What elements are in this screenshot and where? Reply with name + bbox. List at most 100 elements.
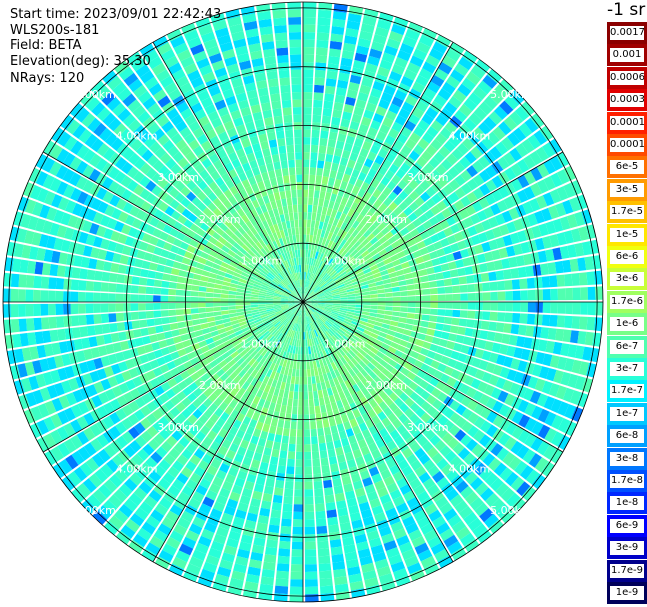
- radar-gate: [318, 198, 325, 207]
- radar-gate: [303, 242, 306, 250]
- radar-gate: [345, 313, 354, 318]
- radar-gate: [383, 207, 393, 217]
- radar-gate: [340, 273, 349, 280]
- radar-gate: [202, 436, 214, 447]
- radar-gate: [227, 102, 239, 113]
- radar-gate: [244, 241, 253, 249]
- radar-gate: [365, 435, 375, 446]
- radar-gate: [303, 114, 312, 123]
- radar-gate: [490, 443, 504, 457]
- radar-gate: [228, 70, 242, 81]
- radar-gate: [380, 580, 396, 592]
- radar-gate: [282, 503, 293, 512]
- radar-gate: [176, 364, 187, 374]
- radar-gate: [188, 139, 200, 151]
- radar-gate: [270, 93, 281, 102]
- radar-gate: [100, 292, 109, 302]
- radar-gate: [295, 369, 300, 377]
- radar-gate: [351, 519, 364, 530]
- radar-gate: [238, 60, 252, 71]
- radar-gate: [411, 325, 421, 333]
- radar-gate: [193, 273, 202, 281]
- radar-gate: [454, 429, 467, 442]
- radar-gate: [375, 280, 384, 286]
- radar-gate: [364, 158, 374, 168]
- radar-gate: [159, 428, 171, 440]
- radar-gate: [95, 158, 108, 172]
- radar-gate: [246, 229, 254, 238]
- radar-gate: [398, 280, 407, 286]
- radar-gate: [290, 220, 295, 228]
- radar-gate: [488, 352, 499, 364]
- radar-gate: [273, 593, 288, 602]
- radar-gate: [146, 401, 158, 413]
- radar-gate: [277, 285, 284, 291]
- radar-gate: [342, 173, 351, 183]
- legend-label: 6e-7: [610, 339, 644, 354]
- radar-gate: [426, 126, 439, 138]
- radar-gate: [49, 264, 59, 277]
- radar-gate: [199, 64, 213, 76]
- radar-gate: [335, 279, 343, 285]
- radar-gate: [219, 463, 230, 474]
- radar-gate: [372, 551, 387, 563]
- radar-gate: [318, 317, 325, 325]
- radar-gate: [248, 192, 257, 202]
- radar-gate: [426, 81, 441, 94]
- radar-gate: [417, 549, 433, 562]
- radar-gate: [366, 530, 380, 541]
- radar-gate: [306, 234, 310, 243]
- radar-gate: [467, 284, 476, 293]
- radar-gate: [229, 185, 239, 196]
- radar-gate: [115, 312, 124, 322]
- radar-gate: [86, 325, 96, 336]
- radar-gate: [430, 294, 438, 302]
- radar-gate: [347, 296, 356, 300]
- radar-gate: [111, 208, 122, 220]
- radar-gate: [265, 298, 274, 301]
- radar-gate: [351, 169, 360, 179]
- radar-gate: [303, 152, 310, 160]
- radar-gate: [284, 244, 289, 253]
- radar-gate: [271, 154, 280, 163]
- radar-gate: [42, 330, 52, 344]
- radar-gate: [427, 535, 442, 549]
- radar-gate: [168, 302, 176, 310]
- radar-gate: [283, 309, 291, 315]
- radar-gate: [331, 261, 338, 269]
- radar-gate: [370, 41, 385, 52]
- radar-gate: [374, 512, 387, 523]
- radar-gate: [249, 402, 258, 412]
- radar-gate: [317, 298, 326, 301]
- radar-gate: [347, 309, 355, 313]
- radar-gate: [259, 310, 267, 314]
- radar-gate: [340, 118, 351, 128]
- radar-gate: [324, 306, 333, 310]
- radar-gate: [162, 472, 176, 484]
- radar-gate: [307, 249, 311, 258]
- radar-gate: [228, 224, 238, 234]
- radar-gate: [75, 160, 89, 175]
- radar-gate: [266, 352, 273, 361]
- radar-gate: [318, 269, 324, 277]
- radar-gate: [482, 282, 491, 292]
- radar-gate: [348, 81, 360, 92]
- radar-gate: [253, 483, 264, 493]
- radar-gate: [354, 52, 368, 63]
- radar-gate: [336, 330, 344, 337]
- radar-gate: [371, 328, 380, 335]
- radar-gate: [394, 89, 407, 101]
- radar-gate: [245, 316, 254, 321]
- radar-gate: [203, 332, 212, 340]
- radar-gate: [173, 374, 184, 384]
- radar-gate: [285, 236, 291, 244]
- radar-gate: [435, 272, 444, 280]
- radar-gate: [416, 369, 427, 379]
- radar-gate: [574, 345, 585, 360]
- radar-gate: [304, 451, 312, 460]
- radar-gate: [488, 457, 502, 472]
- radar-gate: [166, 536, 181, 550]
- radar-gate: [337, 367, 345, 376]
- radar-gate: [532, 264, 542, 276]
